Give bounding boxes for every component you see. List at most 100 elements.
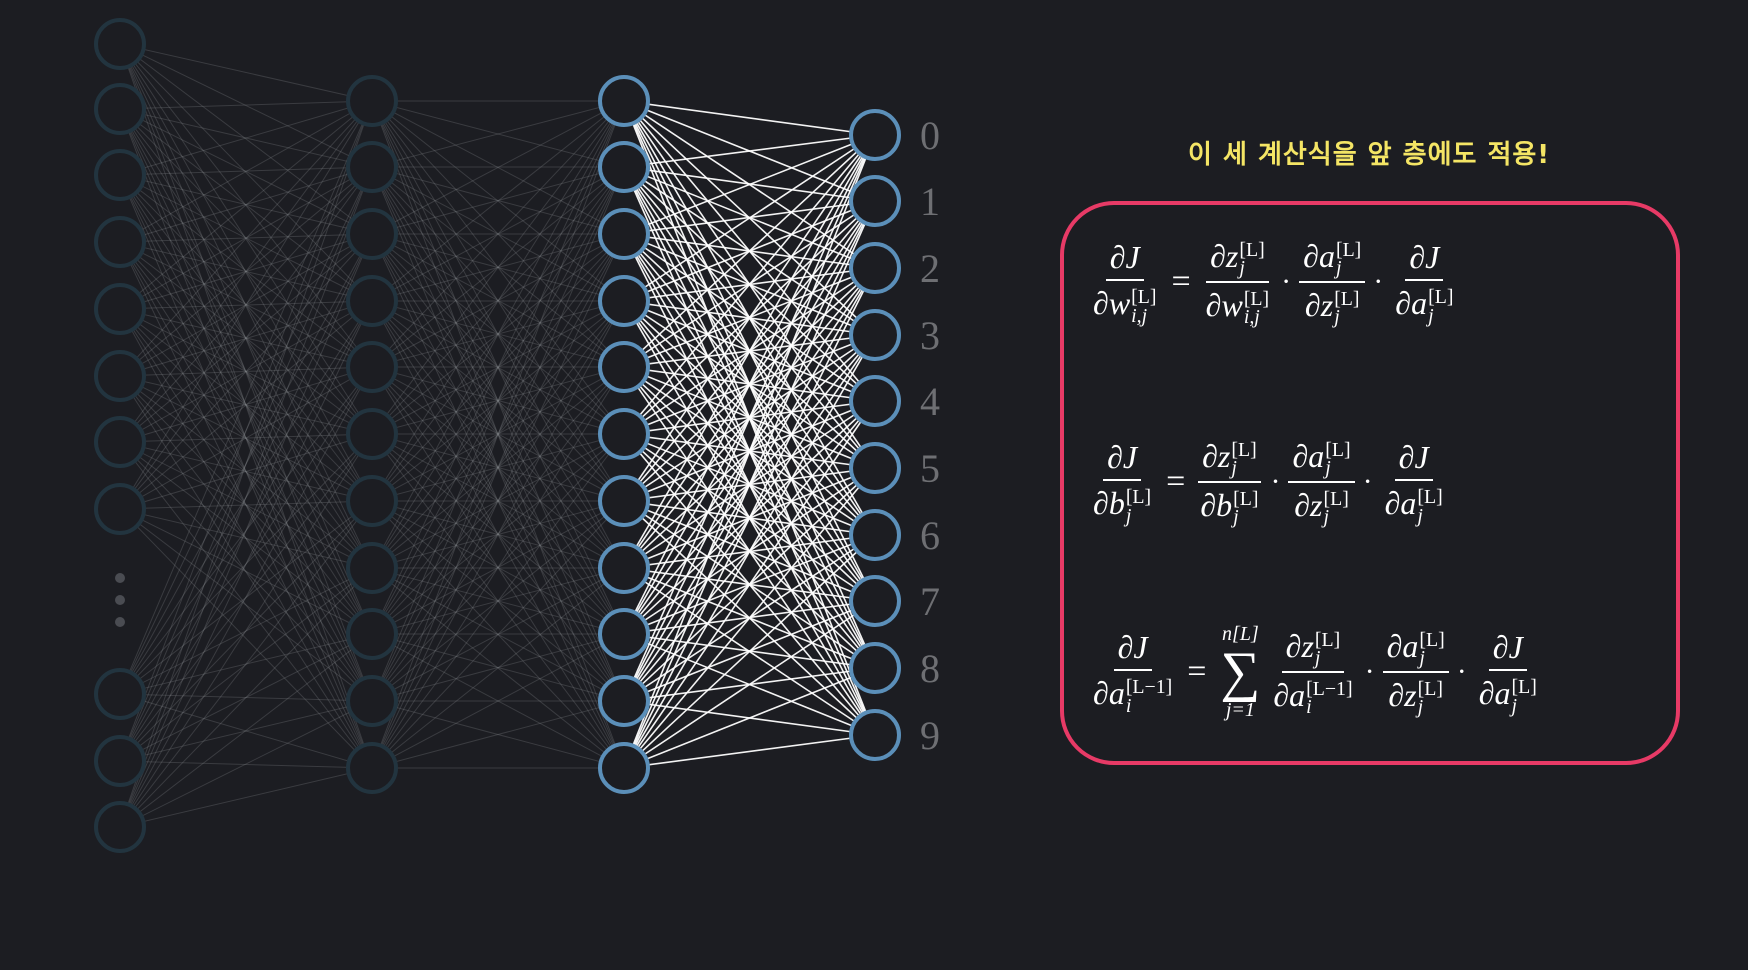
output-edge bbox=[623, 134, 876, 435]
dim-edge bbox=[371, 433, 625, 502]
dim-edge bbox=[371, 233, 625, 702]
output-label: 9 bbox=[920, 713, 940, 758]
lhs-numerator: ∂J bbox=[1113, 629, 1152, 671]
factor-3-numerator: ∂J bbox=[1405, 239, 1444, 281]
dim-edge bbox=[119, 43, 373, 435]
dim-edge bbox=[119, 241, 373, 502]
var: ∂z bbox=[1202, 437, 1231, 474]
dim-edge bbox=[119, 700, 373, 762]
dim-edge bbox=[119, 693, 373, 702]
input-node bbox=[94, 216, 146, 268]
factor-3: ∂J ∂a [L] j bbox=[1381, 439, 1447, 526]
dim-edge bbox=[119, 174, 373, 435]
dim-edge bbox=[119, 633, 373, 695]
output-edge bbox=[623, 134, 876, 168]
dim-edge bbox=[119, 174, 373, 569]
output-edge bbox=[623, 467, 876, 769]
dim-edge bbox=[119, 174, 373, 302]
output-edge bbox=[623, 734, 876, 769]
dim-edge bbox=[119, 166, 373, 443]
active-hidden-node bbox=[598, 675, 650, 727]
sup: [L−1] bbox=[1306, 677, 1353, 700]
dim-edge bbox=[119, 241, 373, 302]
dim-edge bbox=[371, 500, 625, 702]
dim-edge bbox=[119, 500, 373, 762]
dim-edge bbox=[371, 300, 625, 702]
dim-edge bbox=[119, 43, 373, 168]
dim-edge bbox=[119, 233, 373, 695]
dim-edge bbox=[119, 108, 373, 702]
dim-edge bbox=[371, 300, 625, 702]
dim-edge bbox=[371, 100, 625, 702]
sum-upper-limit: n[L] bbox=[1222, 623, 1259, 645]
dim-edge bbox=[119, 166, 373, 176]
dim-edge bbox=[119, 43, 373, 569]
dim-edge bbox=[371, 233, 625, 368]
sup: [L] bbox=[1233, 487, 1259, 510]
dim-edge bbox=[371, 166, 625, 235]
output-layer-edges bbox=[623, 100, 876, 769]
dim-edge bbox=[371, 700, 625, 769]
factor-2: ∂a [L] j ∂z [L] j bbox=[1299, 237, 1366, 327]
dim-edge bbox=[371, 433, 625, 635]
factor-1: ∂z [L] j ∂w [L] i,j bbox=[1202, 238, 1273, 328]
dim-edge bbox=[371, 500, 625, 769]
sub: j bbox=[1511, 694, 1518, 717]
dim-edge bbox=[119, 241, 373, 435]
dim-edge bbox=[371, 300, 625, 435]
dim-edge bbox=[371, 100, 625, 769]
sub: j bbox=[1314, 647, 1321, 670]
input-ellipsis bbox=[115, 573, 125, 627]
dim-edge bbox=[119, 233, 373, 443]
dim-edge bbox=[119, 433, 373, 762]
dim-edge bbox=[119, 633, 373, 828]
factor-3-numerator: ∂J bbox=[1394, 439, 1433, 481]
dim-edge bbox=[119, 166, 373, 310]
dim-edge bbox=[119, 633, 373, 762]
var: ∂a bbox=[1303, 237, 1335, 274]
dim-edge bbox=[119, 300, 373, 510]
var: ∂b bbox=[1200, 486, 1233, 523]
dim-edge bbox=[119, 500, 373, 695]
dim-edge bbox=[371, 366, 625, 502]
var: ∂z bbox=[1294, 486, 1323, 523]
hidden-node bbox=[346, 542, 398, 594]
dim-edge bbox=[119, 43, 373, 235]
factor-2: ∂a [L] j ∂z [L] j bbox=[1382, 628, 1449, 719]
sup: [L] bbox=[1419, 629, 1445, 651]
dim-edge bbox=[371, 233, 625, 569]
dim-edge bbox=[119, 43, 373, 502]
output-label: 3 bbox=[920, 313, 940, 358]
dim-edge bbox=[371, 166, 625, 702]
dim-edge bbox=[371, 567, 625, 702]
factor-3-numerator: ∂J bbox=[1488, 629, 1527, 671]
output-node bbox=[849, 575, 901, 627]
factor-3-denominator: ∂a [L] j bbox=[1475, 671, 1541, 717]
dot-operator: · bbox=[1362, 465, 1373, 498]
network-nodes bbox=[94, 18, 901, 853]
dim-edge bbox=[119, 366, 373, 510]
dim-edge bbox=[371, 633, 625, 702]
hidden-node bbox=[346, 475, 398, 527]
dim-edge bbox=[371, 500, 625, 769]
factor-3: ∂J ∂a [L] j bbox=[1475, 629, 1541, 717]
dim-edge bbox=[371, 166, 625, 368]
lhs-fraction: ∂J ∂w [L] i,j bbox=[1089, 239, 1160, 326]
dim-edge bbox=[371, 366, 625, 702]
dim-edge bbox=[371, 100, 625, 702]
dim-edge bbox=[119, 108, 373, 502]
dim-edge bbox=[119, 300, 373, 310]
factor-3-denominator: ∂a [L] j bbox=[1391, 281, 1457, 326]
hidden-node bbox=[346, 141, 398, 193]
sub: j bbox=[1417, 696, 1424, 719]
output-label: 7 bbox=[920, 579, 940, 624]
dim-edge bbox=[371, 366, 625, 435]
dim-edge bbox=[119, 375, 373, 702]
dim-edge bbox=[119, 508, 373, 635]
sigma-symbol: ∑ bbox=[1220, 641, 1261, 703]
dim-edge bbox=[119, 166, 373, 510]
dim-edge bbox=[119, 308, 373, 368]
sum-lower-limit: j=1 bbox=[1225, 699, 1255, 721]
dim-edge bbox=[371, 100, 625, 435]
factor-3: ∂J ∂a [L] j bbox=[1391, 239, 1457, 326]
